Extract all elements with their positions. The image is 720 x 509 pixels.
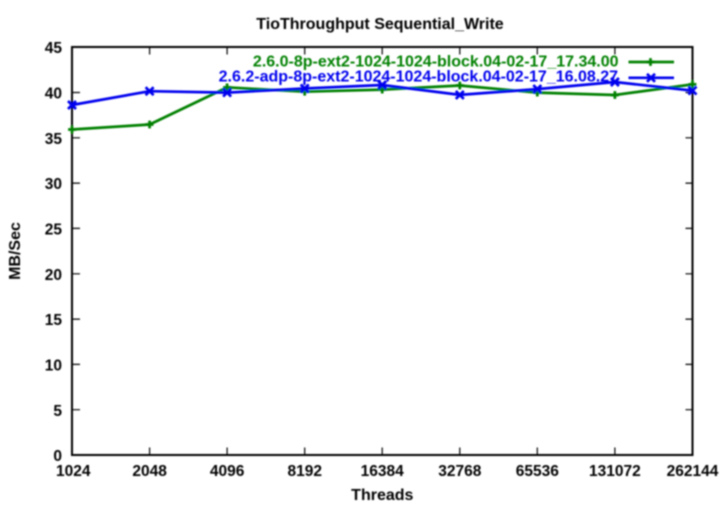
- svg-text:0: 0: [53, 448, 62, 465]
- svg-text:30: 30: [45, 176, 62, 193]
- svg-text:16384: 16384: [361, 463, 404, 480]
- svg-text:45: 45: [45, 40, 63, 57]
- svg-text:32768: 32768: [438, 463, 481, 480]
- svg-text:MB/Sec: MB/Sec: [7, 222, 24, 280]
- svg-text:TioThroughput Sequential_Write: TioThroughput Sequential_Write: [256, 16, 504, 33]
- svg-text:4096: 4096: [210, 463, 245, 480]
- svg-text:5: 5: [53, 403, 62, 420]
- svg-text:2.6.0-8p-ext2-1024-1024-block.: 2.6.0-8p-ext2-1024-1024-block.04-02-17_1…: [253, 54, 619, 71]
- svg-text:2.6.2-adp-8p-ext2-1024-1024-bl: 2.6.2-adp-8p-ext2-1024-1024-block.04-02-…: [219, 69, 618, 86]
- svg-text:10: 10: [45, 358, 62, 375]
- svg-text:25: 25: [45, 222, 63, 239]
- svg-text:40: 40: [45, 86, 62, 103]
- svg-text:262144: 262144: [667, 463, 719, 480]
- svg-text:Threads: Threads: [351, 487, 413, 504]
- svg-text:15: 15: [45, 312, 63, 329]
- svg-text:8192: 8192: [287, 463, 321, 480]
- svg-text:35: 35: [45, 131, 63, 148]
- svg-text:131072: 131072: [589, 463, 641, 480]
- svg-text:1024: 1024: [56, 463, 91, 480]
- svg-text:65536: 65536: [516, 463, 559, 480]
- svg-text:20: 20: [45, 267, 62, 284]
- svg-text:2048: 2048: [132, 463, 167, 480]
